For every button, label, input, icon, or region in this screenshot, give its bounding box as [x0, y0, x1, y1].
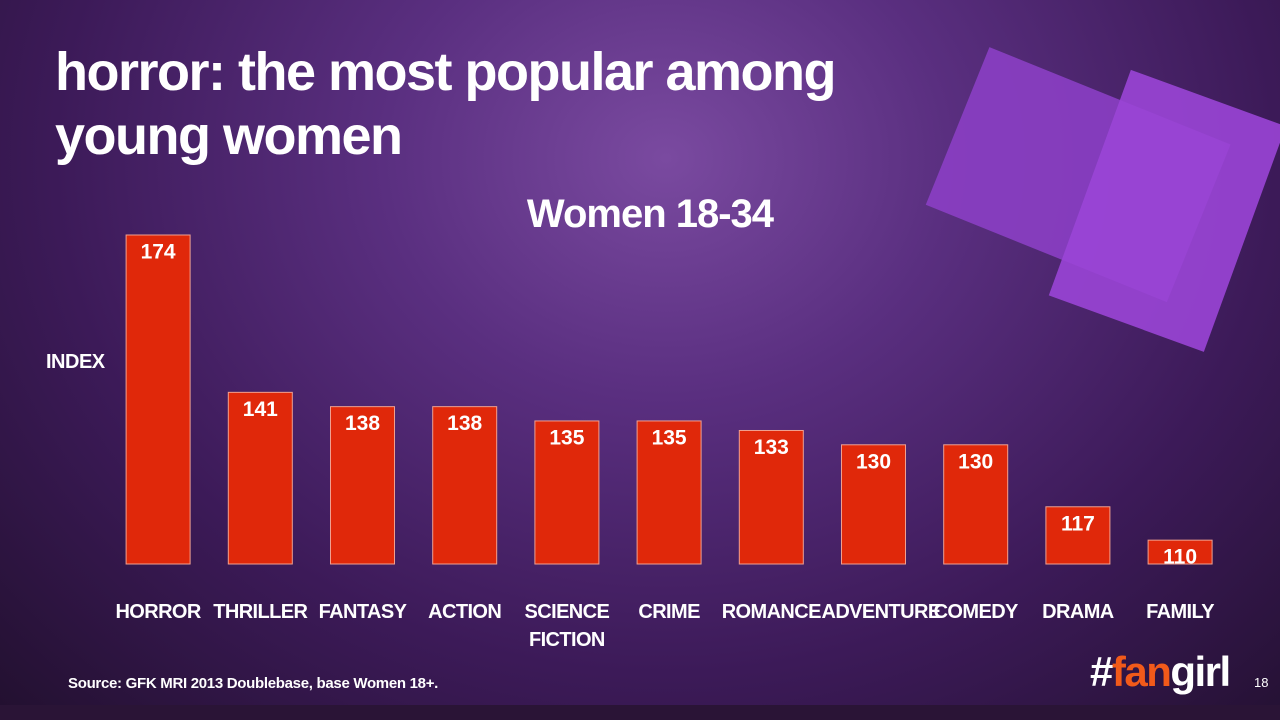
- x-tick-label: THRILLER: [213, 601, 308, 623]
- bar: [330, 406, 395, 565]
- data-label: 141: [243, 398, 278, 421]
- bar: [738, 429, 804, 565]
- logo-highlight: fan: [1111, 648, 1172, 695]
- bar: [636, 420, 702, 565]
- bar: [841, 444, 906, 565]
- data-label: 130: [958, 450, 993, 473]
- data-label: 174: [141, 241, 176, 264]
- ticket: [1048, 69, 1280, 352]
- data-label: 135: [549, 427, 584, 450]
- x-tick-label: COMEDY: [933, 601, 1019, 623]
- x-tick-label: DRAMA: [1042, 601, 1114, 623]
- bar: [943, 444, 1009, 565]
- x-tick-label: HORROR: [115, 601, 201, 623]
- x-tick-label: CRIME: [638, 601, 700, 623]
- bar: [1045, 506, 1111, 565]
- bar: [534, 420, 600, 565]
- x-tick-label: FAMILY: [1146, 601, 1215, 623]
- x-tick-label: FANTASY: [318, 601, 407, 623]
- chart-title: horror: the most popular among young wom…: [55, 42, 837, 166]
- logo: #fangirl: [1090, 648, 1231, 696]
- x-tick-label: ROMANCE: [721, 601, 822, 623]
- bar: [227, 391, 293, 565]
- data-label: 133: [754, 436, 789, 459]
- bar: [432, 406, 498, 565]
- chart-subtitle: Women 18-34: [526, 192, 774, 236]
- bottom-strip: [0, 705, 1280, 720]
- y-axis-label: INDEX: [46, 351, 105, 373]
- page-number: 18: [1254, 675, 1269, 690]
- x-tick-label: ACTION: [428, 601, 502, 623]
- data-label: 117: [1061, 512, 1095, 535]
- logo-suffix: girl: [1170, 648, 1231, 695]
- data-label: 135: [652, 427, 687, 450]
- x-tick-label: SCIENCE FICTION: [524, 601, 610, 651]
- data-label: 138: [447, 412, 482, 435]
- source: Source: GFK MRI 2013 Doublebase, base Wo…: [68, 675, 439, 692]
- logo-prefix: #: [1090, 648, 1113, 695]
- data-label: 138: [345, 412, 380, 435]
- data-label: 130: [856, 450, 891, 473]
- x-tick-label: ADVENTURE: [821, 601, 942, 623]
- bar: [1147, 539, 1213, 565]
- bar: [125, 234, 191, 565]
- data-label: 110: [1163, 546, 1197, 569]
